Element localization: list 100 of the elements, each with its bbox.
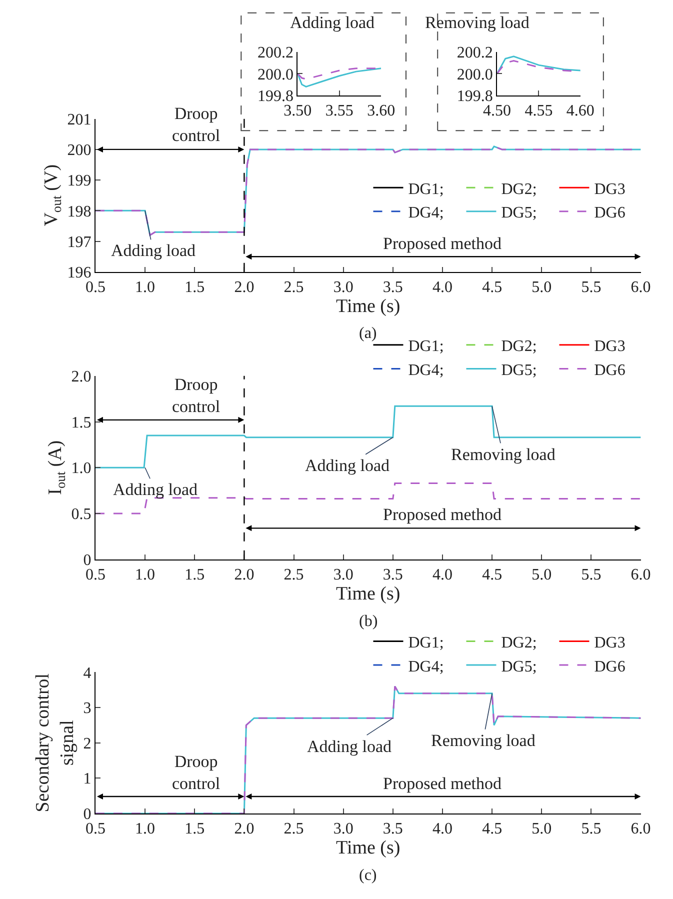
x-tick-label: 4.5 <box>482 566 502 584</box>
y-tick-label: 200 <box>67 142 92 160</box>
text: (a) <box>359 325 377 342</box>
x-tick-label: 4.5 <box>482 279 502 296</box>
x-tick-label: 4.0 <box>432 820 452 838</box>
x-axis-title: Time (s) <box>336 584 400 605</box>
x-tick-label: 2.5 <box>284 279 304 296</box>
x-tick-label: 1.0 <box>135 566 156 584</box>
legend-label: DG3 <box>594 338 626 356</box>
y-tick-label: 199 <box>67 172 92 190</box>
x-tick-label: 2.5 <box>284 566 304 584</box>
y-tick-label: 200.2 <box>456 44 493 62</box>
text: (b) <box>359 613 378 630</box>
legend-label: DG3 <box>594 634 626 652</box>
chart-title: Adding load <box>290 13 376 32</box>
x-tick-label: 3.55 <box>325 102 354 120</box>
y-tick-label: 1.0 <box>71 460 92 478</box>
y-tick-label: 3 <box>83 700 92 718</box>
legend-label: DG6 <box>594 204 626 222</box>
y-tick-label: 1.5 <box>71 414 92 432</box>
y-tick-label: 0.5 <box>71 506 92 524</box>
x-axis-title: Time (s) <box>336 296 400 318</box>
legend-label: DG6 <box>594 658 626 676</box>
legend-label: DG6 <box>594 362 626 379</box>
x-tick-label: 4.0 <box>432 566 452 584</box>
y-tick-label: 200.0 <box>456 66 493 84</box>
x-tick-label: 2.0 <box>234 820 254 838</box>
x-tick-label: 4.0 <box>432 279 452 296</box>
x-tick-label: 3.0 <box>333 820 354 838</box>
annotation: Proposed method <box>383 774 502 793</box>
x-tick-label: 1.0 <box>135 820 156 838</box>
y-tick-label: 198 <box>67 203 92 220</box>
y-tick-label: 2 <box>83 735 92 752</box>
annotation: Removing load <box>451 445 556 464</box>
x-tick-label: 4.60 <box>566 102 594 120</box>
text: (c) <box>359 867 377 884</box>
x-axis-title: Time (s) <box>336 838 400 859</box>
y-tick-label: 4 <box>83 664 92 682</box>
x-tick-label: 2.5 <box>284 820 304 838</box>
x-tick-label: 4.50 <box>483 102 512 120</box>
legend-label: DG4; <box>408 204 444 222</box>
annotation: Adding load <box>305 456 390 475</box>
annotation: Adding load <box>111 241 196 260</box>
annotation: Removing load <box>431 731 536 750</box>
chart-title: Removing load <box>425 13 530 32</box>
x-tick-label: 1.5 <box>184 279 205 296</box>
line-series <box>95 146 641 236</box>
x-tick-label: 5.5 <box>581 279 602 296</box>
x-tick-label: 4.5 <box>482 820 502 838</box>
x-tick-label: 1.0 <box>135 279 156 296</box>
legend-label: DG5; <box>501 658 537 676</box>
legend-label: DG5; <box>501 204 537 222</box>
annotation: Droop control <box>172 752 220 794</box>
y-tick-label: 200.0 <box>257 66 294 84</box>
legend-label: DG3 <box>594 180 626 198</box>
x-tick-label: 3.5 <box>382 820 403 838</box>
x-tick-label: 1.5 <box>184 566 205 584</box>
y-tick-label: 1 <box>83 770 92 788</box>
legend-label: DG5; <box>501 362 537 379</box>
legend-label: DG4; <box>408 658 444 676</box>
x-tick-label: 4.55 <box>524 102 553 120</box>
legend-label: DG4; <box>408 362 444 379</box>
line-series <box>298 68 382 88</box>
annotation: Proposed method <box>383 234 502 253</box>
annotation: Droop control <box>172 104 220 146</box>
x-tick-label: 5.0 <box>532 820 552 838</box>
x-tick-label: 6.0 <box>630 279 651 296</box>
x-tick-label: 5.0 <box>532 279 552 296</box>
x-tick-label: 6.0 <box>630 566 651 584</box>
legend-label: DG2; <box>501 180 537 198</box>
x-tick-label: 3.0 <box>333 566 354 584</box>
x-tick-label: 5.5 <box>581 566 602 584</box>
legend-label: DG1; <box>408 180 444 198</box>
x-tick-label: 6.0 <box>630 820 651 838</box>
x-tick-label: 2.0 <box>234 566 254 584</box>
line-series <box>497 56 580 74</box>
y-tick-label: 196 <box>67 264 92 282</box>
y-tick-label: 199.8 <box>456 88 493 105</box>
y-tick-label: 201 <box>67 111 92 128</box>
annotation: Droop control <box>172 375 220 416</box>
annotation: Proposed method <box>383 505 502 524</box>
x-tick-label: 3.50 <box>284 102 312 120</box>
y-tick-label: 2.0 <box>71 368 92 386</box>
legend-label: DG2; <box>501 634 537 652</box>
annotation: Adding load <box>307 737 392 756</box>
y-tick-label: 199.8 <box>257 88 294 105</box>
annotation: Adding load <box>113 480 198 499</box>
legend-label: DG1; <box>408 338 444 356</box>
legend-label: DG2; <box>501 338 537 356</box>
x-tick-label: 1.5 <box>184 820 205 838</box>
x-tick-label: 3.5 <box>382 279 403 296</box>
y-tick-label: 0 <box>83 806 92 824</box>
y-axis-title: Secondary control signal <box>32 673 78 812</box>
y-tick-label: 0 <box>83 552 92 569</box>
x-tick-label: 3.0 <box>333 279 354 296</box>
x-tick-label: 3.5 <box>382 566 403 584</box>
y-tick-label: 197 <box>67 234 92 251</box>
x-tick-label: 2.0 <box>234 279 254 296</box>
x-tick-label: 5.0 <box>532 566 552 584</box>
x-tick-label: 5.5 <box>581 820 602 838</box>
